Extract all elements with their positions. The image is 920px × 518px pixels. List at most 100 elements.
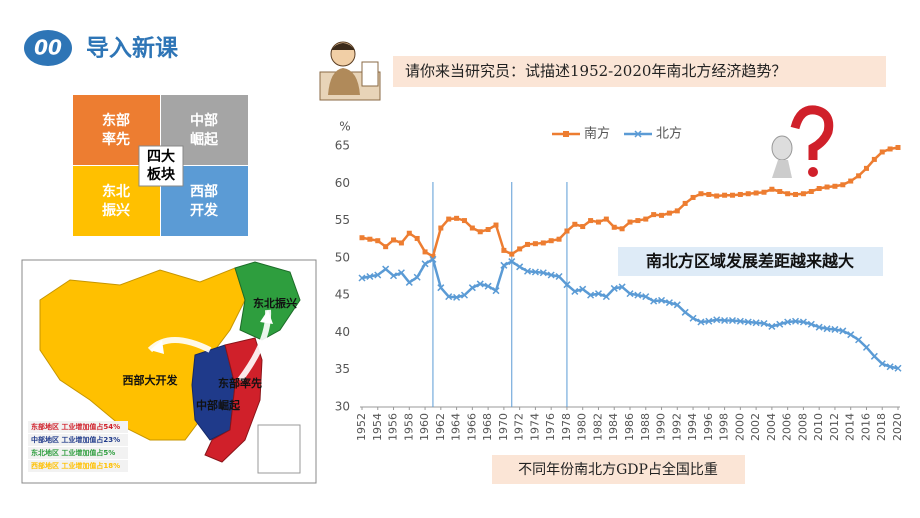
x-tick-label: 1974	[528, 413, 541, 441]
block-center	[138, 145, 184, 187]
block-label: 西部	[190, 183, 218, 200]
point	[366, 272, 374, 281]
x-tick-label: 2006	[781, 413, 794, 441]
y-tick-label: 45	[335, 288, 350, 302]
point	[752, 319, 760, 327]
point	[705, 317, 713, 325]
x-tick-label: 1970	[497, 413, 510, 441]
x-tick-label: 1956	[387, 413, 400, 441]
point	[690, 194, 696, 200]
point	[642, 293, 650, 301]
x-tick-label: 2016	[859, 413, 872, 441]
block-label: 中部	[190, 112, 218, 129]
point	[563, 281, 571, 289]
point	[398, 240, 404, 246]
caption: 不同年份南北方GDP占全国比重	[518, 461, 718, 478]
point	[438, 225, 444, 231]
point	[659, 212, 665, 218]
series-line	[361, 146, 899, 259]
point	[383, 244, 389, 250]
x-tick-label: 2018	[875, 413, 888, 441]
block-label: 率先	[102, 131, 130, 148]
point	[856, 173, 862, 179]
point	[430, 253, 436, 259]
x-tick-label: 1976	[544, 413, 557, 441]
map-label: 东北振兴	[253, 296, 297, 310]
point	[879, 149, 885, 155]
point	[862, 343, 871, 351]
block-label: 东部	[102, 112, 130, 129]
map-legend-bg	[28, 434, 128, 446]
x-tick-label: 1954	[371, 413, 384, 441]
y-tick-label: 55	[335, 213, 350, 227]
point	[689, 314, 697, 322]
point	[414, 235, 420, 241]
point	[744, 318, 752, 326]
point	[824, 184, 830, 190]
point	[761, 189, 767, 195]
point	[776, 320, 784, 328]
map-label: 西部大开发	[123, 373, 179, 387]
point	[405, 278, 413, 286]
map-label: 中部崛起	[196, 398, 241, 412]
point	[547, 271, 555, 279]
x-tick-label: 2020	[891, 413, 904, 441]
point	[406, 230, 412, 236]
point	[657, 296, 666, 304]
point	[610, 284, 618, 292]
point	[532, 241, 538, 247]
point	[508, 258, 516, 266]
point	[375, 238, 381, 244]
point	[808, 188, 814, 194]
block-label: 开发	[190, 202, 219, 219]
point	[421, 260, 429, 268]
x-tick-label: 1972	[513, 413, 526, 441]
point	[768, 322, 776, 330]
x-tick-label: 1968	[481, 413, 494, 441]
point	[571, 287, 579, 295]
point	[476, 280, 484, 288]
x-tick-label: 1952	[355, 413, 368, 441]
point	[627, 219, 633, 225]
point	[374, 271, 382, 279]
header-title: 导入新课	[86, 35, 179, 62]
map-legend-label: 西部地区 工业增加值占18%	[31, 461, 120, 470]
map-legend-label: 中部地区 工业增加值占23%	[31, 435, 120, 444]
map-legend-label: 东部地区 工业增加值占54%	[31, 422, 120, 431]
point	[840, 182, 846, 188]
point	[555, 272, 563, 281]
point	[588, 218, 594, 224]
point	[878, 360, 886, 368]
point	[358, 274, 366, 282]
point	[594, 290, 603, 298]
point	[674, 208, 680, 214]
x-tick-label: 2010	[812, 413, 825, 441]
point	[525, 241, 531, 247]
x-tick-label: 1996	[702, 413, 715, 441]
point	[635, 218, 641, 224]
point	[777, 188, 783, 194]
x-tick-label: 1982	[591, 413, 604, 441]
x-tick-label: 1964	[450, 413, 463, 441]
point	[516, 263, 524, 271]
x-tick-label: 1984	[607, 413, 620, 441]
point	[753, 190, 759, 196]
point	[666, 210, 672, 216]
caption-box	[492, 455, 745, 484]
point	[848, 178, 854, 184]
x-tick-label: 2014	[844, 413, 857, 441]
annotation: 南北方区域发展差距越来越大	[646, 252, 854, 271]
question-box	[393, 56, 886, 87]
x-tick-label: 1962	[434, 413, 447, 441]
point	[832, 183, 838, 189]
point	[870, 352, 878, 360]
point	[737, 191, 743, 197]
china-map	[39, 261, 301, 474]
point	[603, 216, 609, 222]
point	[391, 237, 397, 243]
point	[728, 316, 737, 325]
map-legend-bg	[28, 447, 128, 459]
point	[894, 364, 902, 372]
x-tick-label: 1986	[623, 413, 636, 441]
point	[816, 186, 822, 192]
